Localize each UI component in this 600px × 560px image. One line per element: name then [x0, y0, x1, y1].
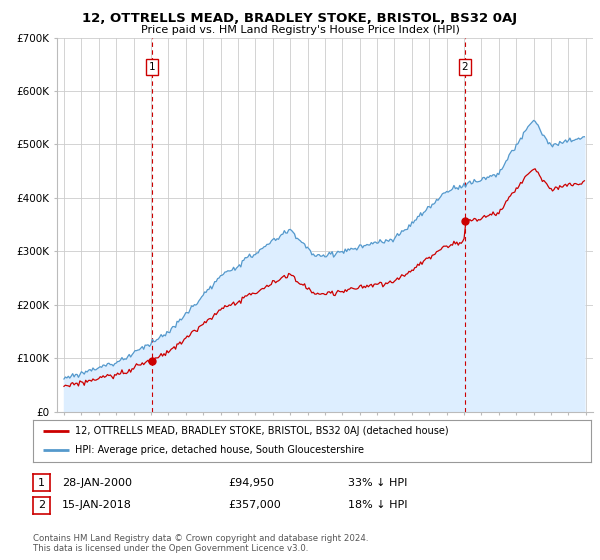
- Text: 1: 1: [149, 62, 155, 72]
- Text: 18% ↓ HPI: 18% ↓ HPI: [348, 500, 407, 510]
- Text: Price paid vs. HM Land Registry's House Price Index (HPI): Price paid vs. HM Land Registry's House …: [140, 25, 460, 35]
- Text: 2: 2: [38, 500, 45, 510]
- Text: 33% ↓ HPI: 33% ↓ HPI: [348, 478, 407, 488]
- Text: 28-JAN-2000: 28-JAN-2000: [62, 478, 132, 488]
- Text: HPI: Average price, detached house, South Gloucestershire: HPI: Average price, detached house, Sout…: [75, 445, 364, 455]
- Text: £357,000: £357,000: [228, 500, 281, 510]
- Text: Contains HM Land Registry data © Crown copyright and database right 2024.
This d: Contains HM Land Registry data © Crown c…: [33, 534, 368, 553]
- Text: 2: 2: [461, 62, 468, 72]
- Text: 1: 1: [38, 478, 45, 488]
- Text: 12, OTTRELLS MEAD, BRADLEY STOKE, BRISTOL, BS32 0AJ (detached house): 12, OTTRELLS MEAD, BRADLEY STOKE, BRISTO…: [75, 426, 448, 436]
- Text: 12, OTTRELLS MEAD, BRADLEY STOKE, BRISTOL, BS32 0AJ: 12, OTTRELLS MEAD, BRADLEY STOKE, BRISTO…: [82, 12, 518, 25]
- Text: 15-JAN-2018: 15-JAN-2018: [62, 500, 131, 510]
- Text: £94,950: £94,950: [228, 478, 274, 488]
